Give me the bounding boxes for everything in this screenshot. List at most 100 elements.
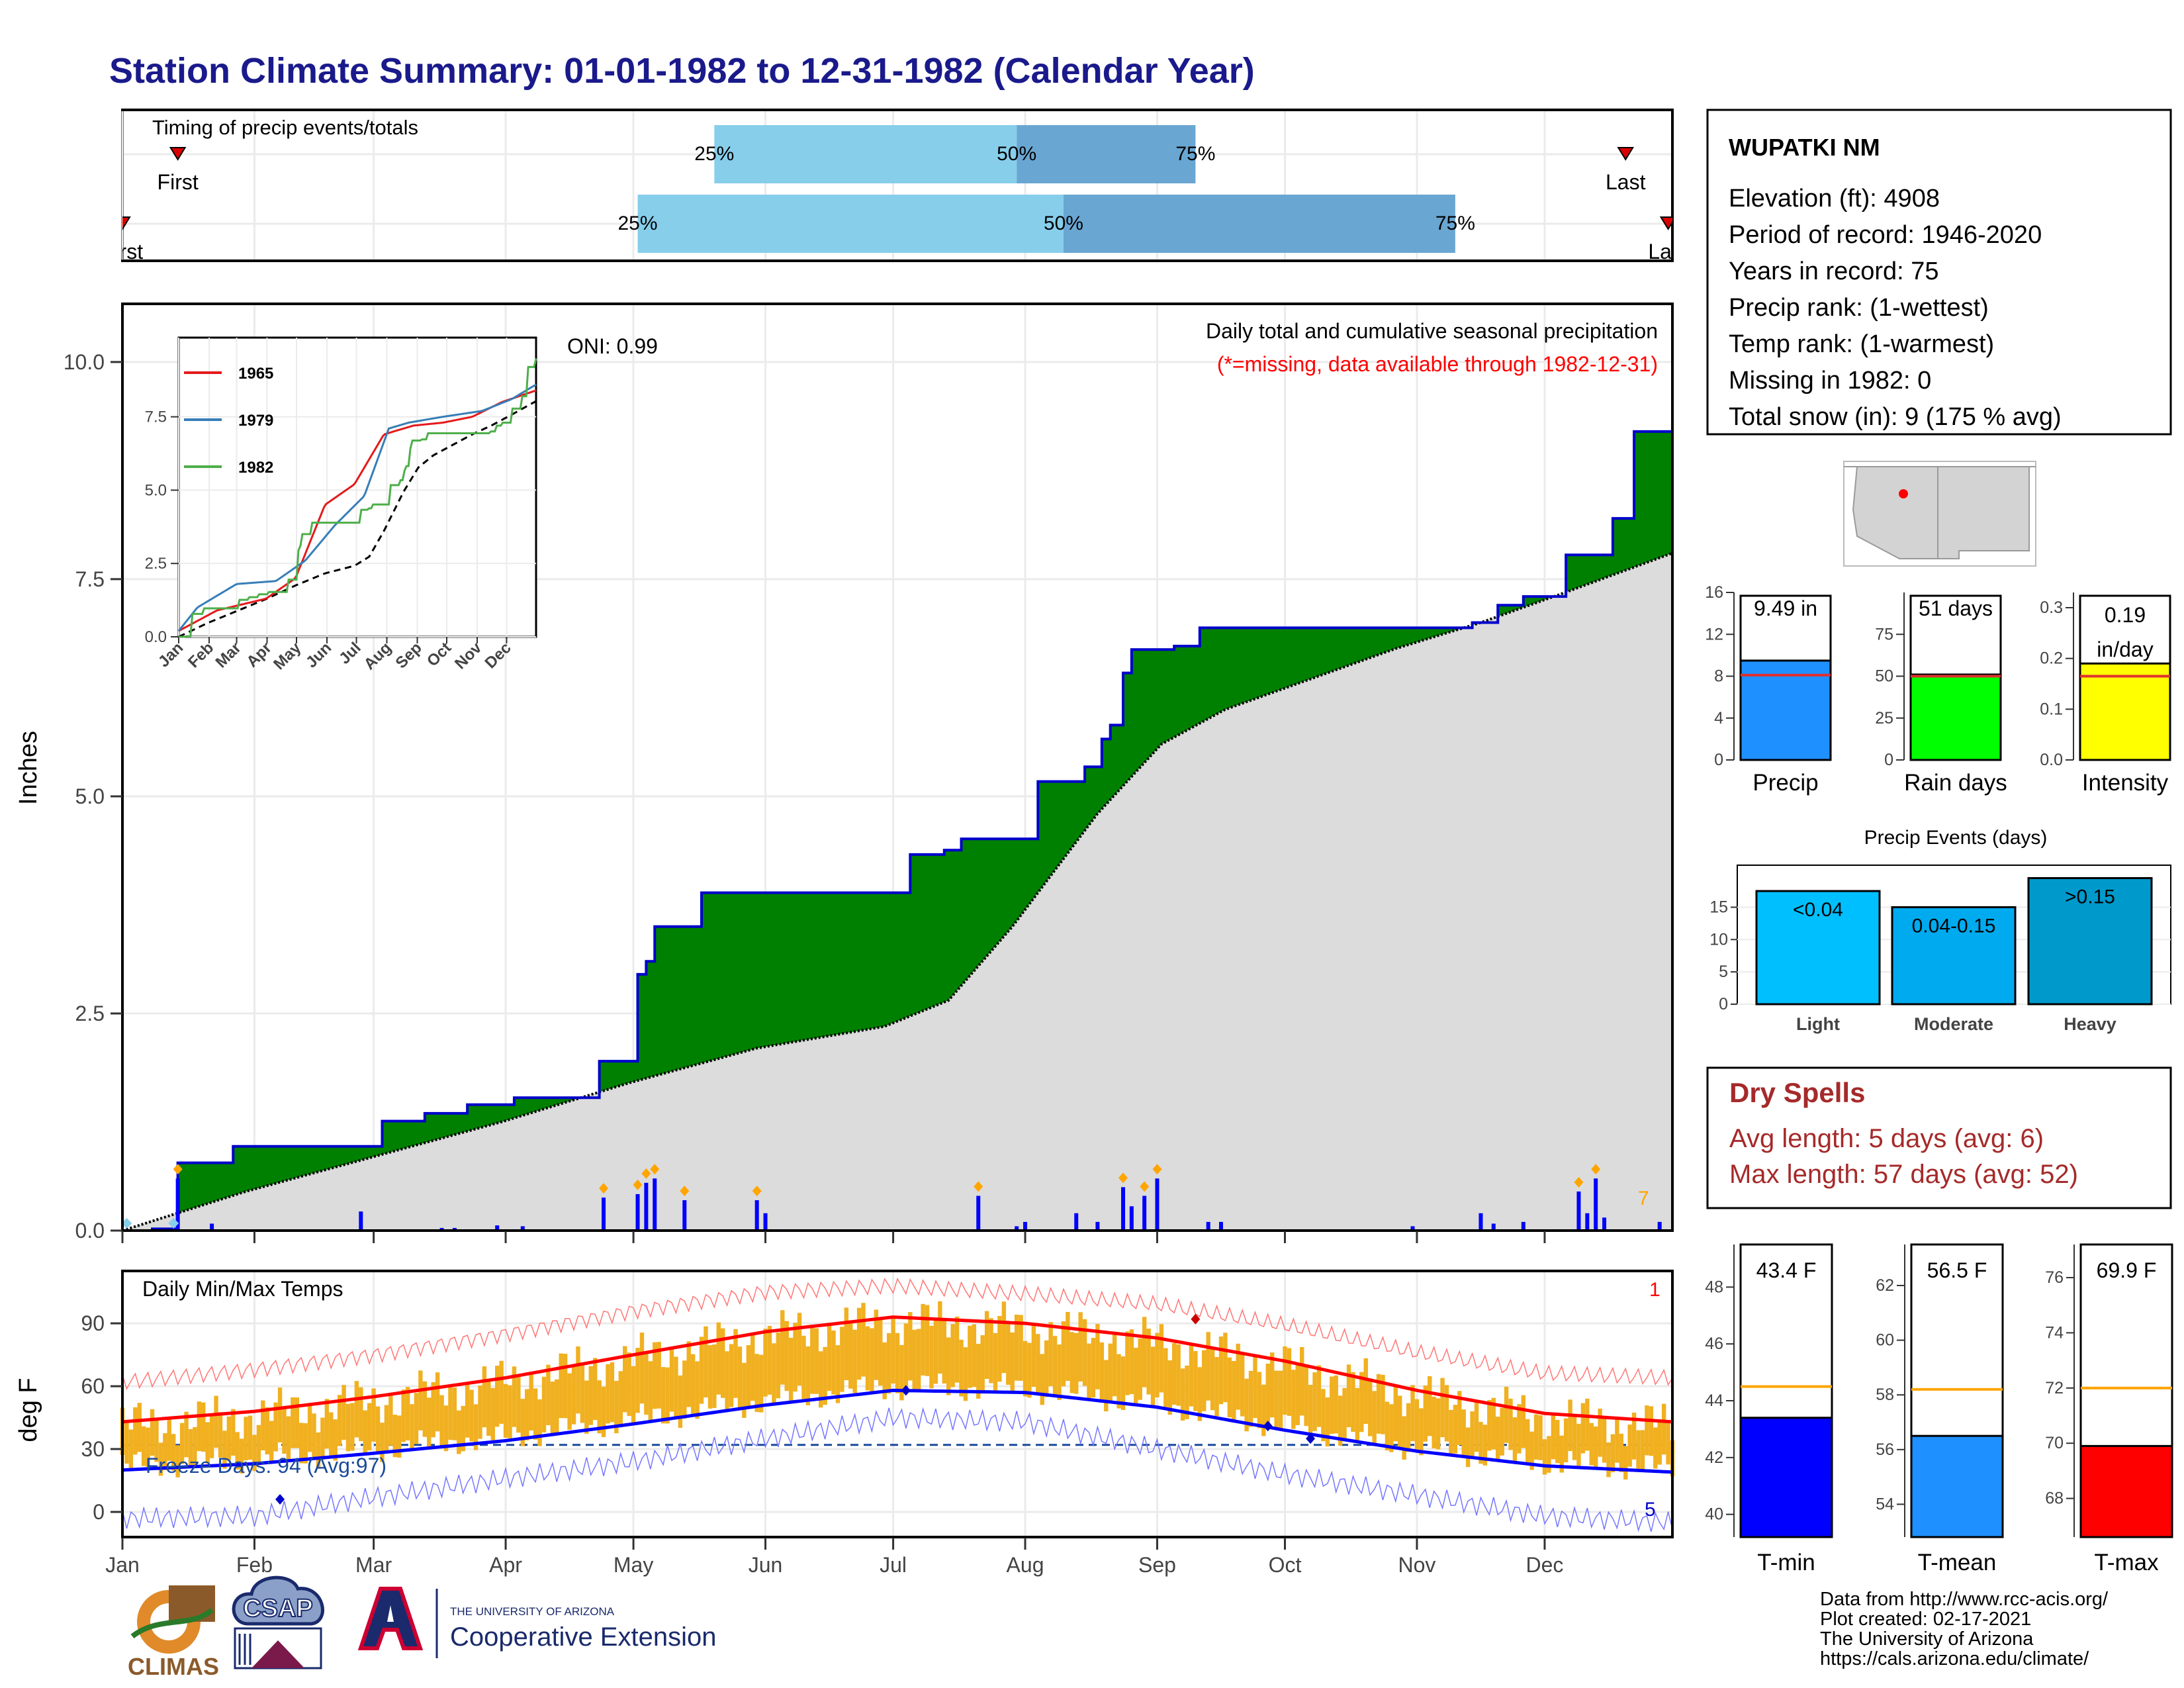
daily-temp-bar [563,1354,568,1419]
daily-temp-bar [512,1366,517,1427]
daily-temp-bar [682,1360,687,1419]
mini-bar-y-tick-label: 0.2 [2040,649,2063,668]
daily-temp-bar [193,1427,197,1467]
inset-1982-line [179,358,537,638]
daily-precip-bar [1410,1226,1415,1231]
daily-temp-bar [1185,1365,1189,1419]
daily-temp-bar [1666,1420,1670,1465]
daily-temp-bar [443,1405,449,1452]
daily-temp-bar [1435,1398,1441,1450]
daily-temp-bar [1287,1348,1292,1416]
daily-temp-bar [972,1324,977,1387]
daily-temp-bar [1206,1332,1210,1401]
daily-temp-bar [1538,1415,1543,1460]
daily-temp-bar [1449,1409,1453,1457]
daily-temp-bar [1066,1311,1070,1381]
station-info-line: Years in record: 75 [1729,258,1939,285]
daily-temp-bar [1321,1389,1326,1442]
temp-bar-y-tick-label: 56 [1876,1440,1894,1459]
temp-bar-y-tick-label: 54 [1876,1495,1894,1513]
daily-temp-bar [810,1327,815,1394]
month-label-may: May [614,1553,653,1577]
daily-temp-bar [1568,1399,1572,1452]
daily-temp-bar [214,1395,218,1448]
daily-temp-bar [751,1335,755,1401]
daily-temp-bar [997,1316,1002,1382]
daily-temp-bar [1159,1324,1164,1393]
timing-p50-label: 50% [1044,212,1083,234]
daily-temp-bar [916,1329,921,1391]
daily-temp-bar [1040,1354,1044,1405]
daily-temp-bar [1120,1356,1126,1411]
inset-y-tick-label: 7.5 [145,408,167,426]
daily-precip-bar [210,1223,214,1231]
precip-y-tick-label: 2.5 [75,1002,105,1025]
daily-temp-bar [184,1411,189,1458]
events-y-tick-label: 10 [1709,930,1728,949]
daily-temp-bar [1342,1387,1347,1442]
daily-temp-bar [303,1423,308,1464]
daily-temp-bar [371,1388,376,1442]
daily-temp-bar [1193,1350,1198,1411]
daily-temp-bar [525,1389,529,1440]
temp-bar-t-min [1739,1417,1833,1538]
daily-temp-bar [818,1351,823,1408]
month-label-oct: Oct [1269,1553,1302,1577]
daily-temp-bar [631,1366,636,1425]
mini-bar-y-tick-label: 50 [1875,667,1893,686]
daily-precip-bar [1155,1178,1160,1231]
daily-temp-bar [1138,1338,1142,1400]
daily-temp-bar [124,1422,129,1464]
daily-temp-bar [1316,1365,1322,1427]
temp-bar-y-tick-label: 40 [1705,1505,1723,1524]
mini-bar-intensity [2079,662,2171,761]
daily-temp-bar [976,1344,981,1399]
daily-temp-bar [1019,1315,1023,1381]
temp-y-tick-label: 0 [93,1500,105,1524]
daily-temp-bar [993,1333,998,1392]
inset-y-tick-label: 0.0 [145,628,167,646]
daily-temp-bar [690,1354,696,1415]
temp-panel: 0 30 60 90 Jan Feb Mar Apr May Jun Jul Aug Sep Oct No… [15,1270,1675,1577]
daily-temp-bar [1619,1433,1623,1472]
daily-temp-bar [158,1442,163,1476]
heavy-event-marker [650,1164,660,1175]
daily-temp-bar [1474,1401,1479,1452]
month-label-mar: Mar [355,1553,392,1577]
daily-temp-bar [623,1346,627,1413]
precip-panel-title: Daily total and cumulative seasonal prec… [1206,319,1658,343]
daily-temp-bar [341,1385,346,1440]
temperature-summary-bars: 40 42 44 46 48 43.4 F T-min 54 56 58 60 62 56.5 F T-m… [1705,1243,2173,1575]
daily-temp-bar [1108,1343,1113,1402]
mini-bar-value-unit: in/day [2097,637,2153,661]
daily-temp-bar [933,1318,938,1384]
daily-precip-bar [1129,1206,1134,1231]
daily-temp-bar [1389,1404,1394,1452]
logos: CLIMAS CSAP THE UNIVERSITY OF ARIZONA Co… [128,1575,716,1680]
daily-temp-bar [299,1423,304,1464]
daily-temp-bar [1172,1342,1177,1405]
daily-temp-bar [244,1417,248,1461]
daily-temp-bar [1334,1375,1338,1434]
daily-temp-bar [439,1395,444,1445]
missing-note: (*=missing, data available through 1982-… [1217,352,1658,376]
daily-temp-bar [823,1346,827,1405]
daily-temp-bar [665,1367,670,1424]
daily-temp-bar [1508,1398,1513,1450]
daily-temp-bar [776,1333,781,1399]
daily-temp-bar [431,1382,435,1438]
daily-temp-bar [384,1405,389,1452]
daily-temp-bar [329,1412,334,1457]
daily-temp-bar [1236,1343,1240,1410]
daily-temp-bar [895,1333,900,1393]
daily-temp-bar [1461,1409,1466,1456]
daily-temp-bar [1312,1372,1317,1431]
daily-precip-bar [1023,1221,1028,1231]
daily-temp-bar [1423,1385,1428,1442]
inset-y-tick-label: 2.5 [145,555,167,573]
daily-temp-bar [1001,1301,1007,1374]
footer-credit-line: https://cals.arizona.edu/climate/ [1820,1648,2089,1669]
daily-temp-bar [878,1319,883,1386]
daily-precip-bar [1585,1213,1590,1231]
events-y-tick-label: 0 [1719,995,1728,1013]
